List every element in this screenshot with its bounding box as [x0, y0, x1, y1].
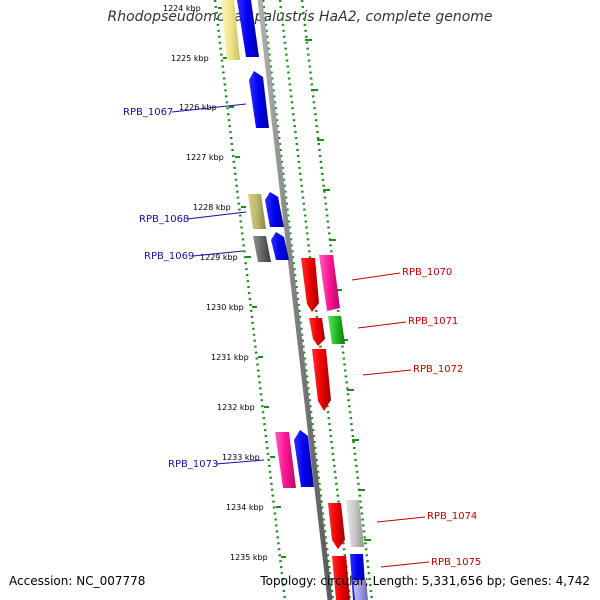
leader-rpb1073 — [215, 459, 265, 465]
track-line-inner-left — [261, 0, 335, 600]
genome-summary: Topology: circular; Length: 5,331,656 bp… — [260, 574, 590, 588]
leader-rpb1069 — [192, 250, 244, 257]
leader-rpb1070 — [351, 272, 401, 281]
gene-blue-top — [237, 0, 259, 57]
genome-backbone — [257, 0, 333, 600]
tick-label-1228: 1228 kbp — [193, 203, 231, 212]
gene-label-rpb1068: RPB_1068 — [139, 214, 189, 225]
leader-rpb1067 — [171, 103, 247, 113]
tick-label-1224: 1224 kbp — [163, 4, 201, 13]
gene-gray-rpb1069 — [253, 236, 271, 262]
gene-label-rpb1070: RPB_1070 — [402, 267, 452, 278]
leader-rpb1072 — [362, 369, 412, 376]
gene-lavender-rpb1075 — [353, 580, 368, 600]
leader-rpb1074 — [376, 516, 426, 523]
leader-rpb1071 — [357, 321, 407, 329]
gene-label-rpb1075: RPB_1075 — [431, 557, 481, 568]
gene-light-rpb1074 — [346, 500, 364, 547]
gene-label-rpb1074: RPB_1074 — [427, 511, 477, 522]
gene-red-rpb1072 — [312, 349, 331, 411]
tick-label-1234: 1234 kbp — [226, 503, 264, 512]
gene-blue-rpb1067 — [249, 71, 269, 128]
gene-red-rpb1074 — [328, 503, 345, 549]
gene-label-rpb1067: RPB_1067 — [123, 107, 173, 118]
gene-label-rpb1073: RPB_1073 — [168, 459, 218, 470]
gene-green-rpb1071 — [328, 316, 345, 344]
gene-label-rpb1071: RPB_1071 — [408, 316, 458, 327]
gene-blue-rpb1073 — [294, 430, 314, 487]
tick-marks — [218, 7, 286, 558]
map-title: Rhodopseudomonas palustris HaA2, complet… — [107, 9, 493, 25]
gene-label-rpb1072: RPB_1072 — [413, 364, 463, 375]
gene-pink-rpb1070 — [319, 255, 340, 311]
tick-label-1231: 1231 kbp — [211, 353, 249, 362]
gene-pink-rpb1073 — [275, 432, 296, 488]
tick-label-1225: 1225 kbp — [171, 54, 209, 63]
gene-label-rpb1069: RPB_1069 — [144, 251, 194, 262]
leader-rpb1068 — [186, 211, 247, 220]
gene-red-rpb1071 — [309, 318, 325, 346]
tick-label-1230: 1230 kbp — [206, 303, 244, 312]
tick-label-1226: 1226 kbp — [179, 103, 217, 112]
tick-label-1232: 1232 kbp — [217, 403, 255, 412]
tick-label-1229: 1229 kbp — [200, 253, 238, 262]
gene-olive-rpb1068 — [248, 194, 266, 229]
gene-red-rpb1070 — [301, 258, 319, 312]
gene-blue-rpb1068 — [265, 192, 284, 227]
gene-red-rpb1075 — [332, 556, 350, 600]
tick-label-1235: 1235 kbp — [230, 553, 268, 562]
leader-rpb1075 — [380, 561, 430, 568]
tick-label-1233: 1233 kbp — [222, 453, 260, 462]
tick-label-1227: 1227 kbp — [186, 153, 224, 162]
accession-label: Accession: NC_007778 — [9, 574, 146, 588]
tick-marks-right — [305, 39, 371, 541]
gene-yellow-top — [221, 0, 240, 60]
gene-blue-rpb1069 — [271, 232, 289, 260]
